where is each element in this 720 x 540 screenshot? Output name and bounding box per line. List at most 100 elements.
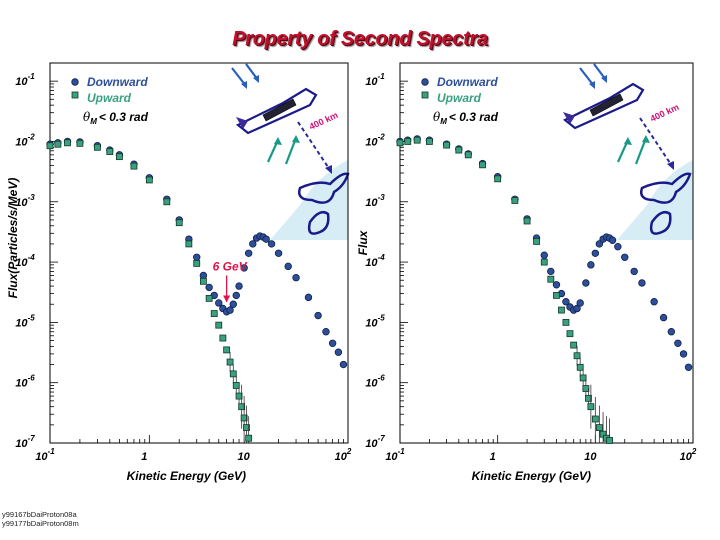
legend-cut-text: θM < 0.3 rad bbox=[83, 110, 149, 126]
chart-1: 400 km 10-1 1 10 102 10-7 10-6 10-5 10-4 10-3 10-2… bbox=[6, 62, 352, 483]
y-tick-label: 10-4 bbox=[15, 253, 35, 269]
data-point-upward bbox=[229, 370, 237, 378]
data-point-upward bbox=[494, 175, 502, 183]
data-point-downward bbox=[552, 281, 561, 289]
data-point-upward bbox=[223, 346, 231, 354]
data-point-downward bbox=[249, 240, 257, 248]
data-point-upward bbox=[582, 385, 590, 392]
data-point-downward bbox=[304, 293, 313, 302]
arrowhead-icon bbox=[624, 137, 632, 145]
data-point-downward bbox=[199, 271, 208, 280]
series-upward bbox=[46, 139, 253, 443]
x-tick-label: 10-1 bbox=[35, 447, 55, 463]
orbit-inset: 400 km bbox=[562, 63, 693, 240]
data-point-downward bbox=[614, 242, 622, 251]
data-point-upward bbox=[226, 358, 234, 366]
shuttle-tail-icon bbox=[563, 112, 575, 124]
data-point-downward bbox=[314, 311, 322, 320]
data-point-upward bbox=[540, 258, 548, 266]
data-point-downward bbox=[576, 299, 584, 307]
data-point-downward bbox=[591, 249, 600, 257]
data-point-upward bbox=[215, 321, 223, 329]
arrowhead-icon bbox=[292, 135, 300, 143]
data-point-upward bbox=[426, 138, 433, 145]
footer-line: y99167bDaiProton08a bbox=[2, 510, 77, 519]
chart-2: 400 km 10-1 1 10 102 10-7 10-6 10-5 10-4 10-3 10-2… bbox=[356, 62, 697, 483]
y-tick-label: 10-5 bbox=[15, 313, 35, 329]
data-point-upward bbox=[238, 403, 246, 411]
data-point-upward bbox=[64, 139, 71, 147]
data-point-upward bbox=[511, 197, 519, 204]
data-point-downward bbox=[226, 306, 234, 314]
data-point-upward bbox=[130, 162, 138, 170]
shuttle-tail-icon bbox=[236, 117, 248, 129]
orbit-inset: 400 km bbox=[231, 63, 350, 240]
legend-label-upward: Upward bbox=[437, 91, 482, 105]
arrowhead-icon bbox=[325, 165, 332, 174]
x-tick-label: 10 bbox=[238, 451, 251, 463]
data-point-downward bbox=[540, 251, 548, 259]
legend-marker-downward bbox=[421, 78, 429, 86]
legend-label-downward: Downward bbox=[87, 75, 148, 89]
data-point-upward bbox=[573, 352, 581, 360]
y-tick-label: 10-6 bbox=[365, 374, 385, 390]
y-tick-label: 10-5 bbox=[365, 313, 385, 329]
footer-notes: y99167bDaiProton08a y99177bDaiProton08m bbox=[2, 510, 79, 528]
data-point-downward bbox=[638, 279, 646, 287]
data-point-upward bbox=[558, 306, 565, 314]
y-tick-label: 10-4 bbox=[365, 253, 385, 269]
data-point-upward bbox=[547, 275, 555, 283]
earth-outline bbox=[307, 211, 330, 235]
data-point-upward bbox=[116, 153, 123, 161]
data-point-downward bbox=[582, 279, 590, 287]
earth-outline bbox=[298, 172, 350, 204]
data-point-upward bbox=[587, 403, 595, 411]
data-point-upward bbox=[455, 146, 463, 154]
y-tick-label: 10-1 bbox=[365, 72, 385, 88]
data-point-downward bbox=[659, 313, 668, 322]
data-point-upward bbox=[606, 437, 614, 444]
data-point-downward bbox=[595, 240, 604, 248]
data-point-downward bbox=[621, 253, 629, 262]
data-point-upward bbox=[76, 139, 84, 147]
data-point-upward bbox=[404, 138, 412, 145]
data-point-upward bbox=[240, 414, 248, 422]
footer-line: y99177bDaiProton08m bbox=[2, 519, 79, 528]
data-point-downward bbox=[215, 299, 223, 307]
data-point-upward bbox=[219, 334, 227, 342]
shuttle-bay-icon bbox=[262, 98, 297, 122]
data-point-upward bbox=[243, 424, 250, 432]
arrowhead-icon bbox=[589, 81, 595, 89]
legend-cut-text: θM < 0.3 rad bbox=[433, 110, 499, 126]
legend-marker-upward bbox=[71, 91, 79, 99]
data-point-downward bbox=[229, 300, 237, 308]
data-point-downward bbox=[328, 339, 337, 347]
data-point-downward bbox=[547, 267, 555, 276]
data-point-downward bbox=[562, 298, 570, 306]
x-axis-label: Kinetic Energy (GeV) bbox=[472, 469, 591, 483]
plot-frame bbox=[49, 62, 349, 444]
data-point-upward bbox=[175, 219, 183, 227]
data-point-upward bbox=[235, 392, 243, 400]
data-point-upward bbox=[93, 143, 101, 151]
legend-marker-upward bbox=[421, 91, 429, 99]
data-point-upward bbox=[566, 330, 574, 338]
data-point-upward bbox=[464, 151, 472, 159]
legend-marker-downward bbox=[71, 78, 79, 86]
arrowhead-icon bbox=[274, 137, 282, 145]
data-point-downward bbox=[235, 282, 243, 290]
x-axis-label: Kinetic Energy (GeV) bbox=[127, 469, 246, 483]
data-point-downward bbox=[630, 267, 638, 276]
annotation-arrow-head bbox=[223, 295, 231, 303]
data-point-upward bbox=[106, 148, 114, 155]
data-point-downward bbox=[684, 363, 693, 371]
series-downward bbox=[46, 137, 348, 369]
x-tick-label: 1 bbox=[490, 451, 496, 463]
data-point-downward bbox=[244, 249, 253, 257]
data-point-upward bbox=[185, 240, 193, 248]
y-axis-label: Flux(Particles/s/MeV) bbox=[6, 178, 20, 299]
data-point-downward bbox=[587, 261, 595, 269]
data-point-upward bbox=[443, 141, 450, 149]
data-point-upward bbox=[54, 140, 62, 148]
data-point-upward bbox=[479, 161, 486, 169]
